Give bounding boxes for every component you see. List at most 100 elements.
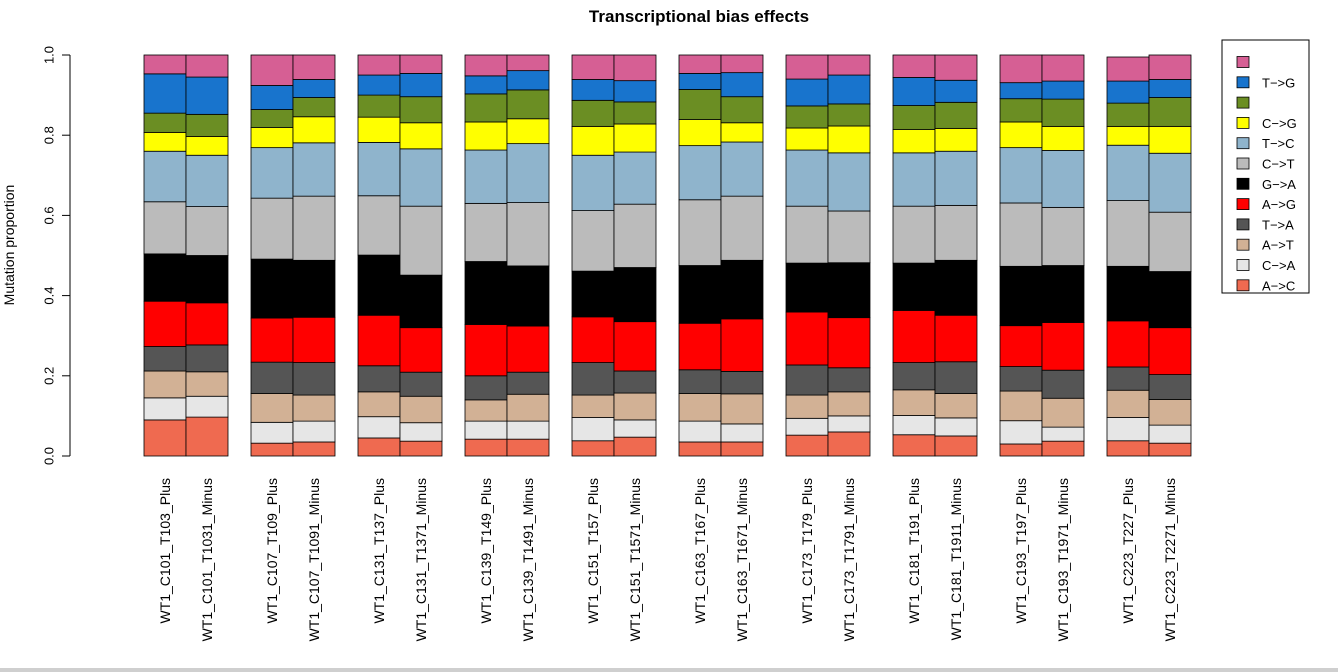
bar-segment-t-c <box>785 149 829 207</box>
bar-segment-a-c <box>892 434 936 457</box>
bar-segment-t-g-pink <box>143 54 187 75</box>
legend-label: A−>C <box>1262 278 1295 293</box>
y-tick-label: 1.0 <box>41 46 56 64</box>
bar-segment-a-c <box>678 441 722 457</box>
bar-segment-c-a <box>613 419 657 438</box>
bar-segment-a-c <box>827 431 871 457</box>
bar-segment-c-g-green <box>250 109 294 128</box>
bar-segment-c-a <box>250 421 294 444</box>
bar-segment-a-t <box>1106 389 1150 418</box>
bar-segment-c-g-green <box>1041 98 1085 127</box>
bar-segment-a-g <box>143 300 187 347</box>
bar-segment-c-a <box>506 420 550 440</box>
legend-label: G−>A <box>1262 177 1296 192</box>
bar-segment-a-g <box>292 316 336 363</box>
x-tick-label: WT1_C151_T1571_Minus <box>627 478 643 641</box>
bar-segment-c-t <box>1041 206 1085 266</box>
bar-segment-t-a <box>934 361 978 394</box>
bar-segment-t-c <box>399 148 443 207</box>
bar-segment-c-t <box>892 205 936 264</box>
x-tick-label: WT1_C139_T149_Plus <box>478 478 494 624</box>
bar-segment-g-a <box>785 262 829 313</box>
bar-segment-t-g-pink <box>464 54 508 77</box>
bar-segment-a-t <box>571 394 615 418</box>
bar-segment-a-c <box>357 437 401 457</box>
bar-segment-t-g <box>143 73 187 114</box>
bar-segment-t-c <box>1106 144 1150 201</box>
bar-segment-a-t <box>185 371 229 397</box>
bar-segment-c-g <box>720 122 764 143</box>
bar-segment-c-g-green <box>934 101 978 129</box>
bar-segment-c-a <box>999 420 1043 445</box>
bar-segment-c-a <box>678 420 722 443</box>
x-tick-label: WT1_C193_T197_Plus <box>1013 478 1029 624</box>
bar-segment-t-a <box>1106 366 1150 391</box>
bar-segment-t-c <box>1041 150 1085 208</box>
legend-label: C−>G <box>1262 116 1297 131</box>
bar-segment-c-g-green <box>678 89 722 120</box>
bar-segment-c-g-green <box>357 94 401 118</box>
legend-swatch <box>1236 198 1250 211</box>
bar-segment-a-g <box>399 327 443 373</box>
bar-segment-a-g <box>1148 327 1192 375</box>
bar-segment-t-g-pink <box>292 54 336 80</box>
bar-segment-a-t <box>143 370 187 399</box>
bar-segment-a-c <box>1106 440 1150 457</box>
bar-segment-c-t <box>571 210 615 272</box>
bar-segment-a-c <box>999 443 1043 457</box>
bar-segment-c-g-green <box>1106 102 1150 127</box>
bar-segment-c-g-green <box>143 112 187 133</box>
y-tick-label: 0.6 <box>41 206 56 224</box>
y-tick-label: 0.2 <box>41 367 56 385</box>
bar-segment-c-g <box>934 127 978 152</box>
bar-segment-c-g-green <box>185 113 229 137</box>
bar-segment-g-a <box>143 253 187 302</box>
bar-segment-c-g <box>1106 125 1150 146</box>
legend-swatch <box>1236 117 1250 129</box>
bar-segment-c-t <box>292 195 336 261</box>
bar-segment-a-g <box>785 311 829 366</box>
bar-segment-g-a <box>464 261 508 325</box>
bar-segment-c-g <box>399 122 443 150</box>
bar-segment-c-t <box>185 206 229 256</box>
bar-segment-a-c <box>399 440 443 457</box>
bar-segment-c-t <box>678 199 722 266</box>
bar-segment-t-g <box>464 75 508 95</box>
bar-segment-a-t <box>785 394 829 419</box>
bar-segment-c-a <box>934 417 978 437</box>
bar-segment-c-t <box>1106 200 1150 267</box>
bar-segment-c-g <box>1148 125 1192 154</box>
bar-segment-g-a <box>250 258 294 319</box>
legend-swatch <box>1236 157 1250 170</box>
bar-segment-c-a <box>1148 424 1192 444</box>
legend-label: T−>G <box>1262 75 1295 90</box>
bar-segment-t-g-pink <box>185 54 229 78</box>
bar-segment-t-c <box>250 147 294 199</box>
bar-segment-a-c <box>185 416 229 457</box>
bar-segment-t-c <box>999 147 1043 204</box>
bar-segment-t-a <box>1041 369 1085 399</box>
bar-segment-t-g <box>613 80 657 103</box>
x-tick-label: WT1_C181_T1911_Minus <box>948 478 964 640</box>
legend-swatch <box>1236 96 1250 109</box>
bar-segment-a-g <box>506 325 550 373</box>
bar-segment-a-g <box>250 317 294 363</box>
bar-segment-a-g <box>720 318 764 372</box>
bar-segment-a-g <box>934 314 978 363</box>
bar-segment-c-g-green <box>399 96 443 124</box>
bar-segment-t-g-pink <box>250 54 294 86</box>
bar-segment-a-c <box>250 442 294 457</box>
legend-label: A−>T <box>1262 238 1294 253</box>
bar-segment-c-a <box>1106 417 1150 442</box>
bar-segment-t-a <box>464 375 508 401</box>
bar-segment-c-g-green <box>827 103 871 127</box>
bar-segment-g-a <box>185 255 229 304</box>
x-tick-label: WT1_C107_T1091_Minus <box>306 478 322 641</box>
bar-segment-c-t <box>357 195 401 256</box>
bar-segment-a-g <box>827 317 871 369</box>
bars <box>143 54 1192 457</box>
bar-segment-g-a <box>827 262 871 319</box>
legend-swatch <box>1236 218 1250 231</box>
bar-segment-a-t <box>999 390 1043 422</box>
